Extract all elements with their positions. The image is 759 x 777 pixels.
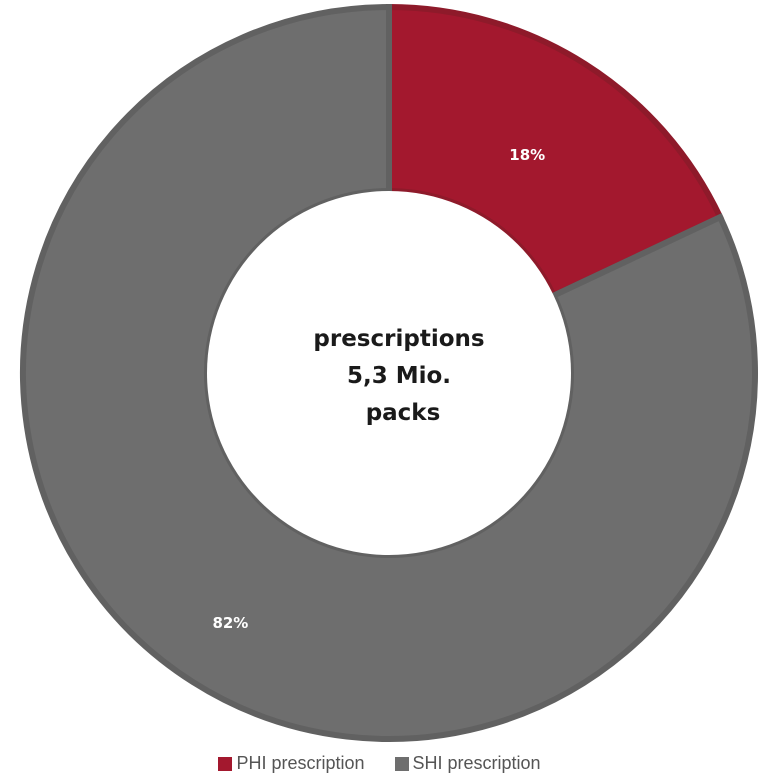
- slice-value-label-shi-prescription: 82%: [212, 614, 248, 632]
- legend-label-phi: PHI prescription: [236, 753, 365, 773]
- center-label-line-3: packs: [366, 400, 441, 426]
- legend: PHI prescription SHI prescription: [0, 753, 759, 774]
- legend-swatch-phi: [218, 756, 233, 771]
- legend-item-phi: PHI prescription: [218, 753, 365, 774]
- slice-value-label-phi-prescription: 18%: [509, 146, 545, 164]
- center-label: prescriptions 5,3 Mio. packs: [313, 326, 492, 426]
- slice-labels-group: 18% 82%: [212, 146, 545, 632]
- center-label-line-2: 5,3 Mio.: [347, 363, 451, 389]
- legend-swatch-shi: [394, 756, 409, 771]
- legend-label-shi: SHI prescription: [412, 753, 541, 773]
- center-label-line-1: prescriptions: [313, 326, 484, 352]
- legend-item-shi: SHI prescription: [394, 753, 541, 774]
- donut-hole: [207, 191, 571, 555]
